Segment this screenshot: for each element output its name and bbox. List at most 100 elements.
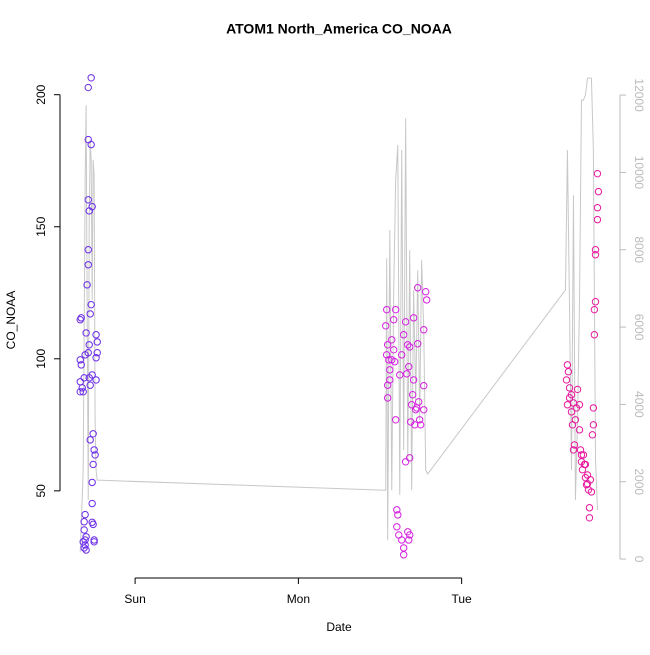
data-point	[409, 376, 418, 384]
data-point	[403, 370, 411, 378]
data-point	[391, 416, 400, 424]
data-point	[386, 366, 394, 374]
data-point	[83, 281, 91, 289]
data-point	[591, 246, 600, 254]
data-point	[420, 382, 428, 390]
data-point	[92, 331, 100, 339]
data-point	[90, 446, 98, 454]
data-point	[87, 140, 95, 149]
data-point	[87, 300, 95, 309]
data-point	[570, 441, 579, 449]
data-point	[591, 298, 600, 306]
data-point	[414, 284, 422, 292]
data-point	[401, 318, 410, 326]
data-point	[420, 326, 428, 334]
data-point	[398, 536, 406, 544]
data-point	[388, 356, 396, 364]
data-point	[588, 431, 597, 439]
data-point	[393, 506, 401, 514]
y2-tick-label: 10000	[632, 156, 646, 190]
data-point	[416, 421, 425, 429]
data-point	[82, 329, 90, 337]
data-point	[585, 514, 594, 522]
data-point	[84, 196, 92, 204]
data-point	[399, 331, 408, 339]
data-point	[84, 349, 92, 357]
data-point	[411, 421, 419, 429]
data-point	[89, 460, 97, 469]
data-point	[383, 341, 392, 349]
data-point	[382, 305, 391, 314]
data-point	[405, 536, 413, 544]
data-point	[593, 204, 602, 212]
x-axis-label: Date	[326, 620, 352, 634]
data-point	[589, 421, 598, 429]
data-point	[382, 322, 390, 330]
data-point	[414, 340, 422, 348]
y2-tick-label: 0	[632, 556, 646, 563]
data-point	[567, 391, 576, 399]
data-point	[414, 398, 423, 406]
y2-tick-label: 6000	[632, 314, 646, 341]
data-point	[409, 314, 418, 322]
data-point	[93, 338, 101, 346]
data-point	[579, 451, 588, 459]
data-point	[587, 488, 596, 496]
data-point	[567, 408, 576, 416]
data-point	[386, 376, 394, 384]
data-point	[422, 296, 431, 304]
data-point	[388, 336, 396, 344]
data-point	[84, 261, 92, 269]
data-point	[575, 401, 584, 409]
data-point	[80, 374, 88, 382]
x-tick-label: Tue	[452, 592, 473, 606]
data-point	[86, 381, 94, 389]
y-tick-label: 150	[34, 216, 48, 236]
data-point	[404, 341, 412, 349]
data-point	[382, 351, 391, 359]
data-point	[573, 385, 582, 394]
data-point	[86, 310, 94, 318]
data-point	[82, 546, 90, 554]
data-point	[87, 74, 95, 82]
data-point	[593, 215, 602, 224]
data-point	[575, 426, 584, 434]
data-point	[76, 356, 84, 364]
data-point	[88, 499, 96, 508]
data-point	[84, 83, 92, 92]
data-point	[92, 354, 100, 362]
data-point	[90, 538, 98, 546]
y2-tick-label: 4000	[632, 391, 646, 418]
data-point	[80, 518, 88, 526]
data-point	[581, 460, 590, 469]
data-point	[81, 510, 89, 519]
data-point	[390, 316, 398, 324]
data-point	[589, 404, 598, 412]
data-point	[79, 388, 87, 396]
data-point	[564, 368, 573, 376]
x-tick-label: Mon	[287, 592, 310, 606]
data-point	[78, 384, 86, 392]
data-point	[81, 536, 89, 544]
data-point	[399, 551, 408, 559]
data-point	[80, 544, 88, 552]
data-point	[591, 251, 600, 259]
data-point	[408, 391, 417, 399]
data-point	[391, 305, 400, 314]
data-point	[390, 346, 398, 354]
data-point	[405, 363, 413, 371]
data-point	[92, 376, 100, 384]
data-point	[590, 331, 599, 339]
altitude-line	[79, 77, 598, 553]
data-point	[88, 202, 96, 211]
data-point	[582, 481, 591, 489]
data-point	[420, 406, 428, 414]
data-point	[565, 384, 574, 392]
y2-tick-label: 12000	[632, 78, 646, 112]
data-point	[562, 376, 571, 384]
y2-tick-label: 8000	[632, 236, 646, 263]
data-point	[563, 361, 572, 369]
data-point	[91, 451, 99, 459]
